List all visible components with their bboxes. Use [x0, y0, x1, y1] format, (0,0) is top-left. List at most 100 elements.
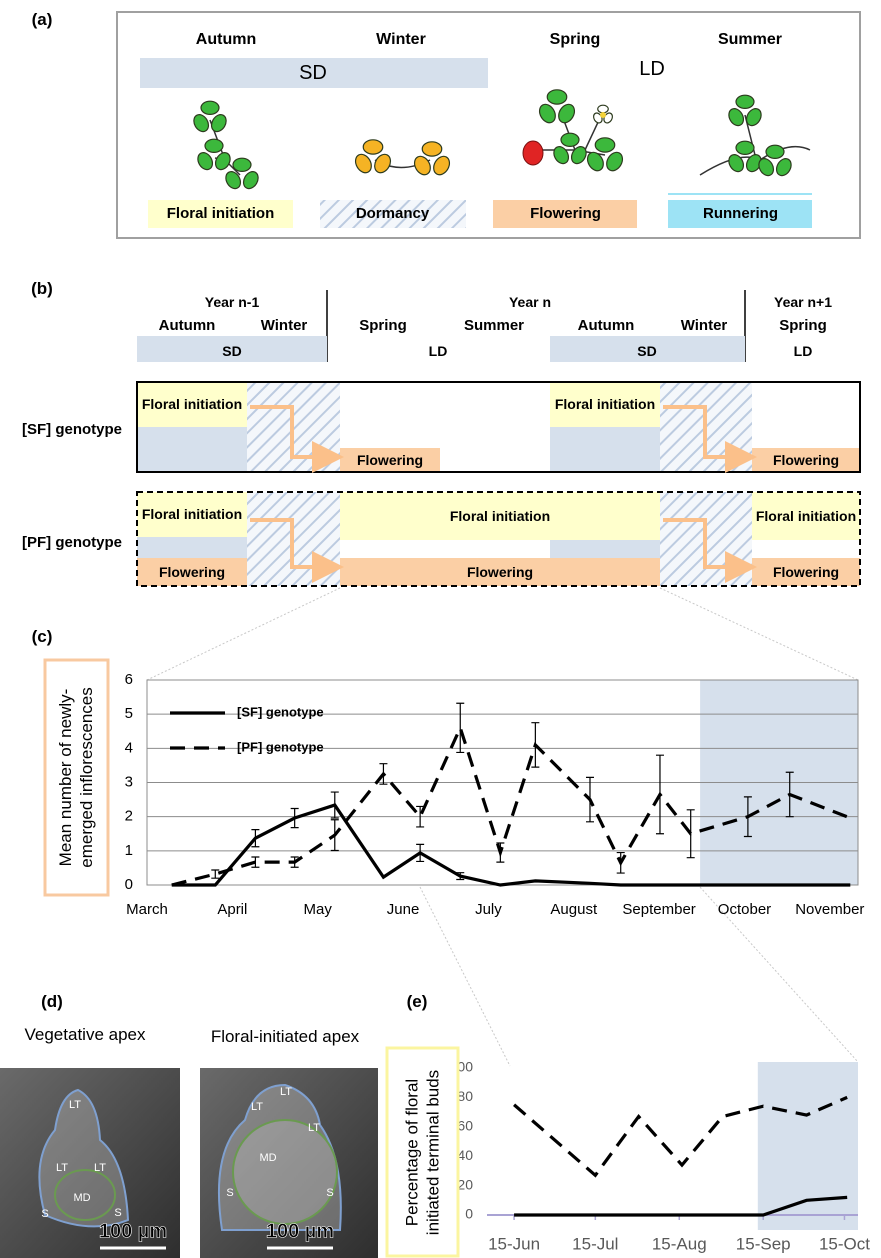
error-bar [211, 869, 220, 879]
x-tick-label: August [550, 901, 598, 918]
stage-box [493, 200, 637, 228]
season-label: Winter [260, 317, 308, 334]
structure-label: LT [280, 1086, 292, 1098]
y-tick-label: 5 [125, 705, 133, 722]
leaflet [538, 103, 556, 124]
leaflet [546, 89, 568, 105]
leaflet [242, 171, 259, 190]
leaflet [560, 132, 580, 147]
series-line [514, 1195, 848, 1217]
x-tick-label: 15-Jul [572, 1234, 618, 1253]
photoperiod-label: SD [299, 62, 327, 84]
photoperiod-label: LD [428, 342, 448, 359]
leaflet [758, 158, 775, 177]
error-bar [456, 702, 465, 754]
season-label: Spring [779, 317, 827, 334]
stage-cell [550, 540, 660, 558]
meristem-outline [54, 1169, 116, 1221]
structure-label: S [114, 1207, 121, 1219]
leaflet [433, 155, 451, 176]
panel-label: (b) [31, 278, 53, 298]
y-tick-label: 40 [457, 1147, 473, 1163]
season-label: Autumn [577, 317, 635, 334]
image-title: Vegetative apex [24, 1024, 146, 1044]
genotype-label: [SF] genotype [22, 421, 122, 438]
photoperiod-label: LD [793, 342, 813, 359]
x-tick-label: 15-Aug [652, 1234, 707, 1253]
micrograph [200, 1068, 378, 1258]
structure-label: LT [69, 1099, 81, 1111]
error-bar [416, 843, 425, 863]
shaded-period [757, 1062, 858, 1230]
stage-cell [550, 427, 660, 472]
projection-guide [699, 886, 859, 1063]
y-tick-label: 2 [125, 808, 133, 825]
sd-bar [550, 336, 745, 362]
year-label: Year n+1 [774, 293, 832, 310]
leaflet [200, 100, 220, 116]
stage-cell [137, 492, 247, 537]
error-bar [585, 776, 594, 823]
x-tick-label: 15-Sep [736, 1234, 791, 1253]
panel-label: (d) [41, 991, 63, 1011]
genotype-label: [PF] genotype [22, 534, 122, 551]
stage-label: Floral initiation [166, 205, 275, 222]
stage-cell [137, 382, 247, 427]
season-label: Summer [463, 317, 525, 334]
structure-label: LT [251, 1101, 263, 1113]
leaflet [362, 139, 384, 155]
y-tick-label: 0 [125, 876, 133, 893]
y-tick-label: 6 [125, 671, 133, 688]
scale-label: 100 µm [99, 1220, 167, 1242]
panel-label: (a) [31, 9, 53, 29]
series-line [171, 803, 851, 887]
season-label: Spring [549, 31, 601, 49]
error-bar [616, 851, 625, 874]
y-axis-label: Mean number of newly-emerged inflorescen… [56, 687, 96, 868]
leaflet [374, 153, 392, 174]
stage-cell [752, 492, 860, 540]
transition-arrow [250, 518, 344, 583]
panel-label: (c) [31, 626, 53, 646]
y-tick-label: 80 [457, 1088, 473, 1104]
y-tick-label: 3 [125, 773, 133, 790]
stage-label: Runnering [703, 205, 778, 222]
stage-label: Flowering [158, 563, 226, 580]
row-frame [136, 491, 861, 587]
leaflet [225, 171, 242, 190]
projection-guide [146, 587, 341, 681]
x-tick-label: November [795, 901, 864, 918]
stage-box [668, 200, 812, 228]
leaflet [214, 152, 231, 171]
stage-cell [550, 382, 660, 427]
structure-label: LT [94, 1162, 106, 1174]
leaflet [765, 144, 785, 159]
stage-cell [340, 448, 440, 472]
leaflet [210, 114, 227, 133]
transition-arrow [663, 405, 757, 473]
leaflet [421, 141, 443, 157]
projection-guide [419, 886, 511, 1067]
scale-label: 100 µm [266, 1220, 334, 1242]
x-tick-label: October [718, 901, 771, 918]
error-bar [330, 791, 339, 819]
leaflet [413, 155, 431, 176]
stage-label: Flowering [530, 205, 601, 222]
structure-label: S [326, 1187, 333, 1199]
apex-outline [38, 1088, 130, 1228]
season-label: Autumn [195, 31, 257, 49]
leaflet [204, 138, 224, 153]
error-bar [290, 856, 299, 868]
stage-label: Floral initiation [554, 396, 656, 413]
error-bar [379, 763, 388, 785]
leaflet [553, 146, 570, 165]
transition-arrow [663, 518, 757, 583]
stage-label: Flowering [356, 451, 424, 468]
strawberry [522, 140, 544, 166]
leaflet [735, 140, 755, 155]
error-bar [743, 796, 752, 838]
meristem-outline [232, 1119, 338, 1225]
season-label: Spring [359, 317, 407, 334]
structure-label: S [226, 1187, 233, 1199]
